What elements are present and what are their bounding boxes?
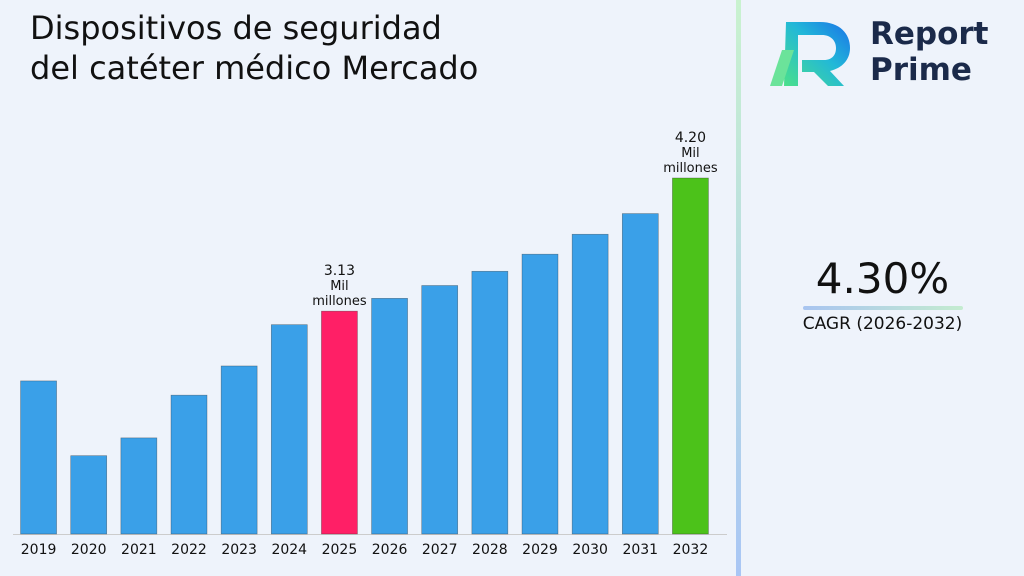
bar-chart: 2019 2020 2021 2022 2023 2024 2025 2026 2027 2028… — [13, 130, 727, 558]
bar-2030 — [571, 233, 609, 535]
data-label-line: millones — [312, 294, 367, 309]
x-tick-label-2026: 2026 — [372, 542, 408, 558]
report-prime-logo-icon — [770, 22, 850, 86]
bar-2027 — [421, 285, 459, 535]
bar-2023 — [220, 365, 258, 535]
x-tick-label-2019: 2019 — [21, 542, 57, 558]
cagr-underline — [803, 306, 963, 310]
x-tick-label-2030: 2030 — [572, 542, 608, 558]
chart-title: Dispositivos de seguridad del catéter mé… — [30, 9, 479, 87]
cagr-label: CAGR (2026-2032) — [802, 314, 963, 334]
panel-divider — [736, 0, 741, 576]
bar-2028 — [471, 270, 509, 535]
cagr-value: 4.30% — [815, 254, 950, 303]
bar-2025 — [321, 310, 358, 535]
data-label-line: Mil — [681, 146, 699, 161]
bar-2021 — [120, 437, 158, 535]
x-tick-label-2025: 2025 — [322, 542, 358, 558]
data-label-line: 3.13 — [324, 263, 355, 279]
bar-2029 — [521, 253, 559, 535]
x-tick-label-2020: 2020 — [71, 542, 107, 558]
chart-panel: Dispositivos de seguridad del catéter mé… — [13, 9, 727, 558]
bar-2019 — [20, 380, 57, 535]
data-label-line: millones — [663, 161, 718, 176]
x-tick-label-2031: 2031 — [622, 542, 658, 558]
bar-2022 — [170, 394, 208, 535]
report-prime-logo[interactable]: Report Prime — [768, 16, 1008, 88]
bar-2024 — [270, 324, 308, 535]
x-tick-label-2021: 2021 — [121, 542, 157, 558]
x-tick-label-2028: 2028 — [472, 542, 508, 558]
bar-2032 — [672, 177, 709, 535]
x-tick-label-2023: 2023 — [221, 542, 257, 558]
data-label-2025: 3.13 Mil millones — [312, 263, 367, 309]
x-tick-label-2022: 2022 — [171, 542, 207, 558]
x-tick-label-2029: 2029 — [522, 542, 558, 558]
side-panel — [741, 0, 1024, 576]
brand-line1: Report — [870, 16, 989, 52]
x-tick-label-2024: 2024 — [271, 542, 307, 558]
x-tick-label-2027: 2027 — [422, 542, 458, 558]
brand-line2: Prime — [870, 52, 972, 88]
data-label-line: Mil — [330, 279, 348, 294]
bar-2031 — [621, 213, 659, 535]
data-label-2032: 4.20 Mil millones — [663, 130, 718, 176]
bar-2026 — [371, 298, 408, 535]
bar-2020 — [70, 455, 108, 535]
x-tick-label-2032: 2032 — [673, 542, 709, 558]
brand-name: Report Prime — [870, 16, 989, 88]
data-label-line: 4.20 — [675, 130, 706, 146]
